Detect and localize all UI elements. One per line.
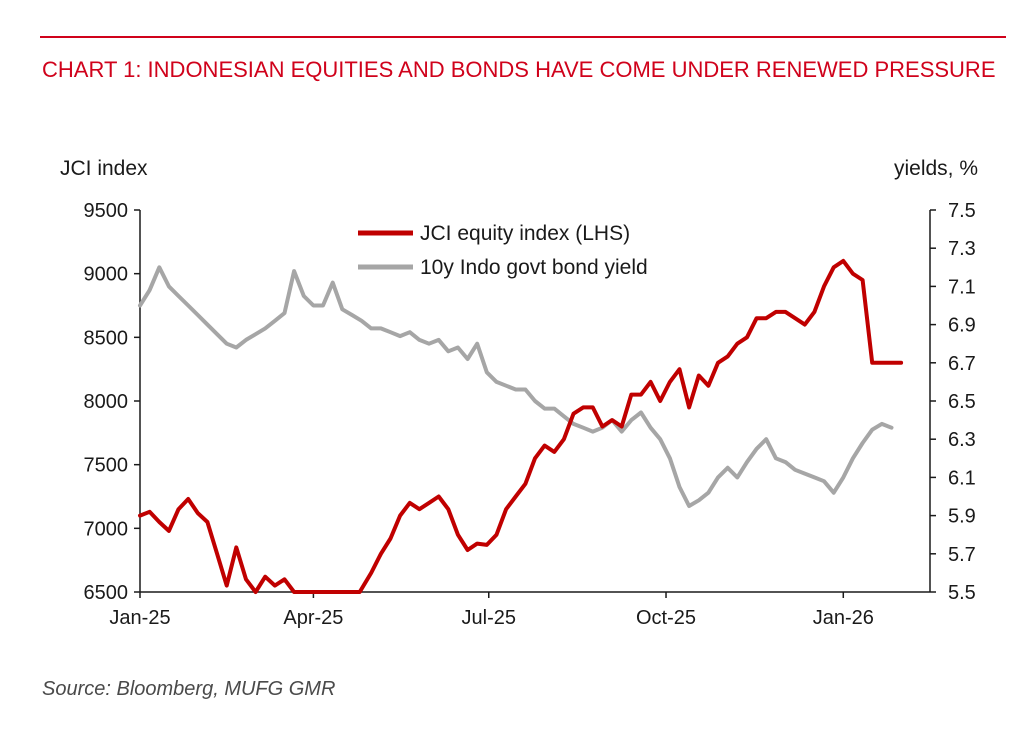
- plot-series: [138, 258, 904, 594]
- left-tick-label: 9500: [84, 200, 129, 222]
- left-tick-label: 9000: [84, 264, 129, 286]
- right-tick-label: 6.9: [948, 315, 976, 337]
- x-tick-label: Oct-25: [636, 607, 696, 629]
- x-tick-label: Jan-25: [109, 607, 170, 629]
- right-tick-label: 6.5: [948, 391, 976, 413]
- right-axis: 7.5 7.3 7.1 6.9 6.7 6.5 6.3 6.1 5.9 5.7 5.5: [929, 200, 976, 604]
- legend-label-jci: JCI equity index (LHS): [420, 222, 630, 245]
- right-tick-label: 6.3: [948, 429, 976, 451]
- left-tick-label: 7500: [84, 455, 129, 477]
- series-line-bond-yield: [138, 265, 894, 508]
- x-tick-label: Jan-26: [813, 607, 874, 629]
- title-rule: [40, 36, 1006, 38]
- right-tick-label: 5.5: [948, 582, 976, 604]
- legend-label-yield: 10y Indo govt bond yield: [420, 256, 648, 279]
- left-tick-label: 8500: [84, 327, 129, 349]
- right-tick-label: 6.7: [948, 353, 976, 375]
- chart-title: CHART 1: INDONESIAN EQUITIES AND BONDS H…: [42, 57, 996, 82]
- x-tick-label: Apr-25: [283, 607, 343, 629]
- series-line-jci: [138, 258, 904, 594]
- right-tick-label: 5.9: [948, 506, 976, 528]
- x-tick-label: Jul-25: [462, 607, 516, 629]
- right-tick-label: 7.3: [948, 238, 976, 260]
- left-tick-label: 8000: [84, 391, 129, 413]
- right-tick-label: 5.7: [948, 544, 976, 566]
- right-tick-label: 7.1: [948, 276, 976, 298]
- right-axis-label: yields, %: [894, 157, 978, 180]
- source-note: Source: Bloomberg, MUFG GMR: [42, 678, 336, 700]
- legend: JCI equity index (LHS) 10y Indo govt bon…: [358, 222, 648, 279]
- x-axis: Jan-25 Apr-25 Jul-25 Oct-25 Jan-26: [109, 591, 930, 629]
- right-tick-label: 7.5: [948, 200, 976, 222]
- left-axis-label: JCI index: [60, 157, 148, 180]
- left-tick-label: 6500: [84, 582, 129, 604]
- left-tick-label: 7000: [84, 518, 129, 540]
- right-tick-label: 6.1: [948, 467, 976, 489]
- left-axis: 9500 9000 8500 8000 7500 7000 6500: [84, 200, 141, 604]
